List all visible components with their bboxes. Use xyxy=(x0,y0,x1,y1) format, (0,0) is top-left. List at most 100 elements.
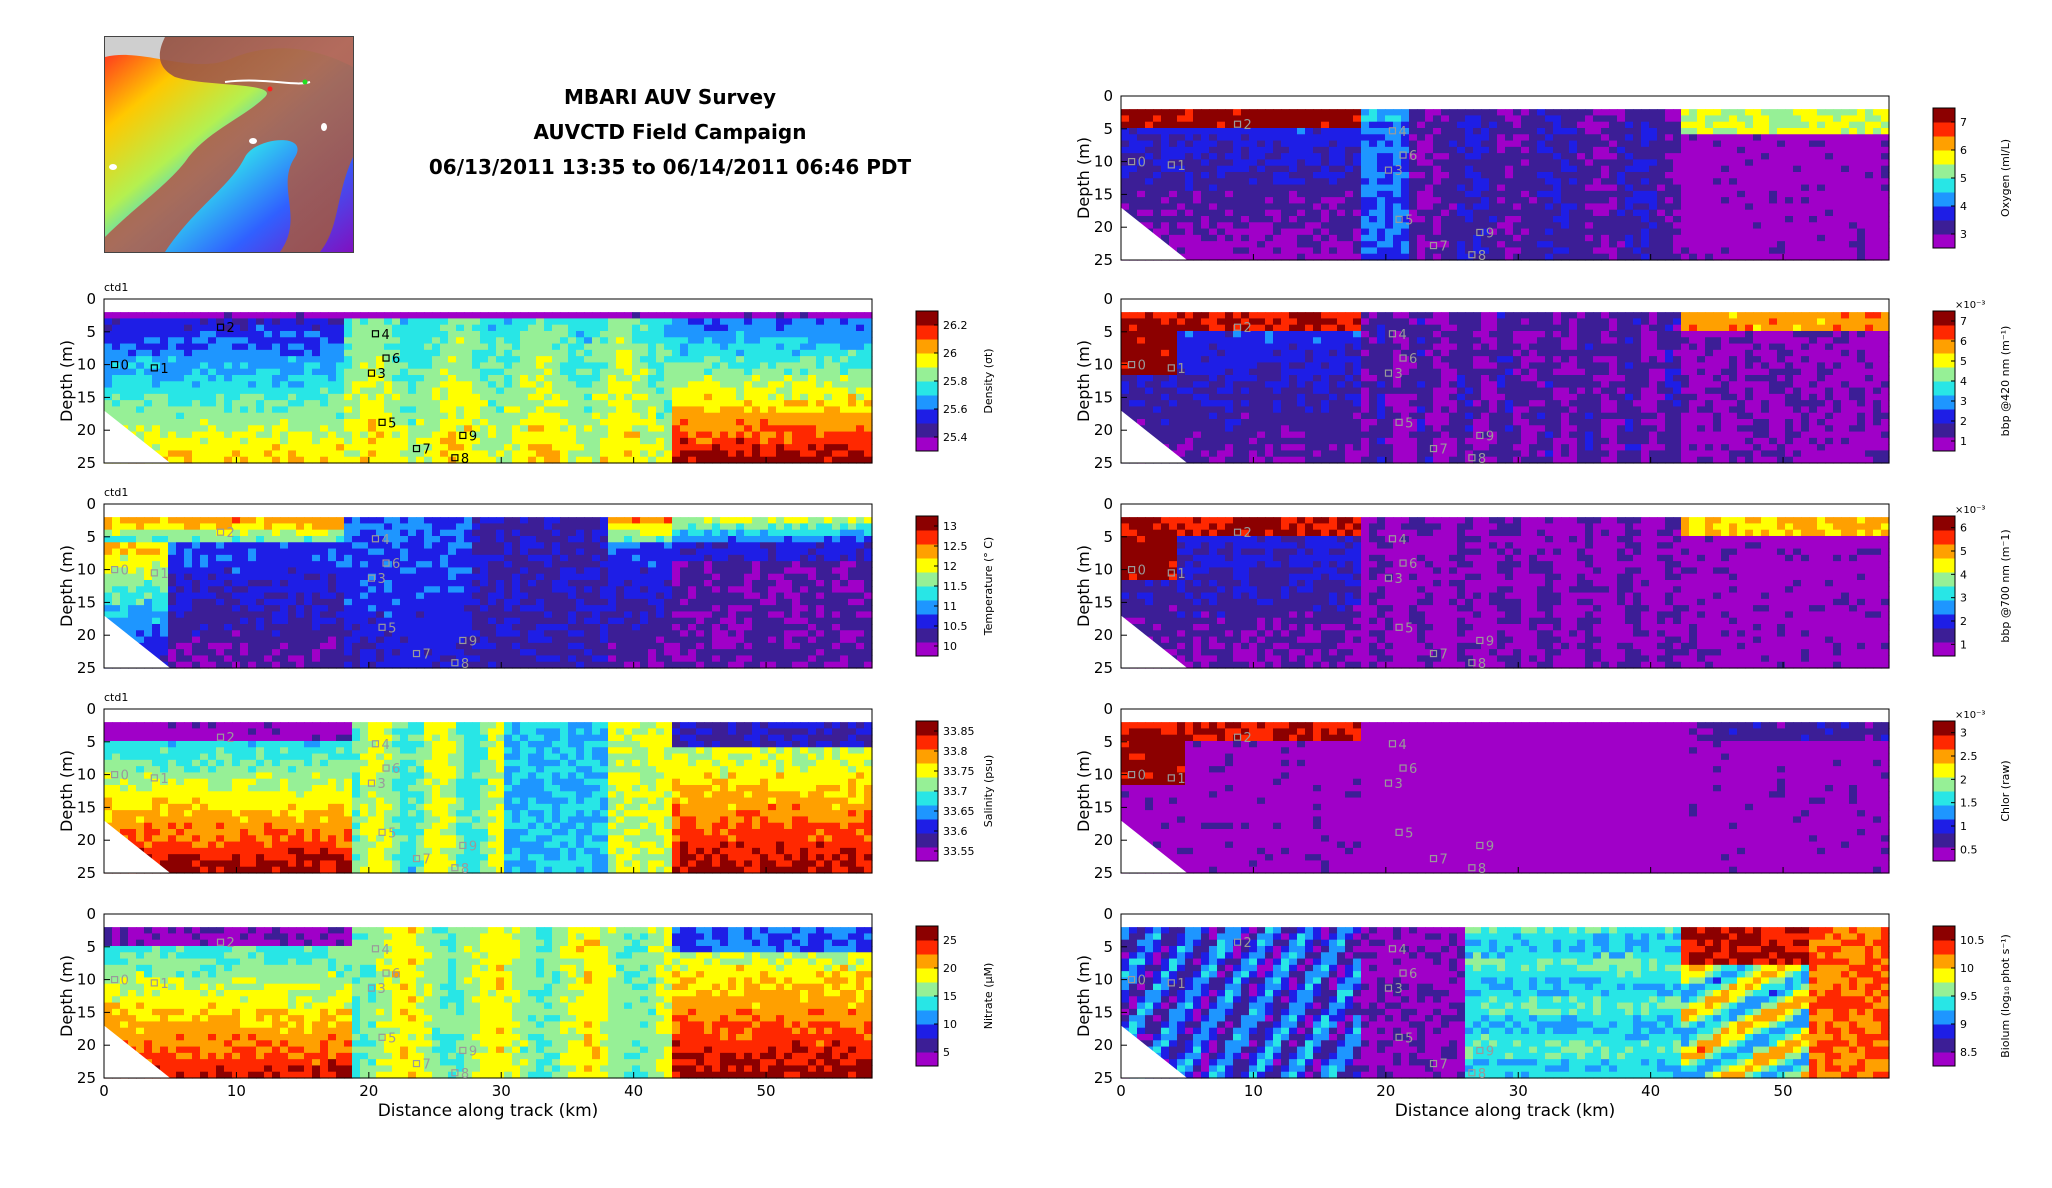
heatmap-cell xyxy=(176,835,185,843)
heatmap-cell xyxy=(568,655,577,663)
heatmap-cell xyxy=(624,349,633,357)
heatmap-cell xyxy=(648,349,657,357)
heatmap-cell xyxy=(200,374,209,382)
heatmap-cell xyxy=(232,598,241,606)
heatmap-cell xyxy=(208,561,217,569)
heatmap-cell xyxy=(824,623,833,631)
heatmap-cell xyxy=(560,343,569,351)
heatmap-cell xyxy=(184,387,193,395)
heatmap-cell xyxy=(560,393,569,401)
heatmap-cell xyxy=(224,450,233,458)
heatmap-cell xyxy=(768,381,777,389)
heatmap-cell xyxy=(488,318,497,326)
heatmap-cell xyxy=(272,529,281,537)
heatmap-cell xyxy=(808,605,817,613)
heatmap-cell xyxy=(632,381,641,389)
heatmap-cell xyxy=(464,444,473,452)
heatmap-cell xyxy=(256,312,265,320)
colorbar-segment xyxy=(916,409,938,424)
heatmap-cell xyxy=(240,617,249,625)
heatmap-cell xyxy=(288,418,297,426)
heatmap-cell xyxy=(768,548,777,556)
heatmap-cell xyxy=(112,535,121,543)
heatmap-cell xyxy=(376,529,385,537)
heatmap-cell xyxy=(360,437,369,445)
heatmap-cell xyxy=(816,586,825,594)
heatmap-cell xyxy=(824,418,833,426)
heatmap-cell xyxy=(536,431,545,439)
heatmap-cell xyxy=(376,356,385,364)
heatmap-cell xyxy=(336,523,345,531)
heatmap-cell xyxy=(384,617,393,625)
heatmap-cell xyxy=(456,374,465,382)
heatmap-cell xyxy=(384,374,393,382)
heatmap-cell xyxy=(584,368,593,376)
heatmap-cell xyxy=(696,337,705,345)
heatmap-cell xyxy=(408,393,417,401)
heatmap-cell xyxy=(584,523,593,531)
heatmap-cell xyxy=(384,661,393,669)
heatmap-cell xyxy=(280,437,289,445)
heatmap-cell xyxy=(408,605,417,613)
heatmap-cell xyxy=(672,312,681,320)
heatmap-cell xyxy=(496,330,505,338)
heatmap-cell xyxy=(264,554,273,562)
heatmap-cell xyxy=(656,400,665,408)
heatmap-cell xyxy=(528,374,537,382)
heatmap-cell xyxy=(728,605,737,613)
heatmap-cell xyxy=(264,362,273,370)
heatmap-cell xyxy=(688,349,697,357)
heatmap-cell xyxy=(320,623,329,631)
heatmap-cell xyxy=(248,437,257,445)
heatmap-cell xyxy=(760,330,769,338)
heatmap-cell xyxy=(544,362,553,370)
heatmap-cell xyxy=(176,330,185,338)
heatmap-cell xyxy=(664,368,673,376)
heatmap-cell xyxy=(112,797,121,805)
heatmap-cell xyxy=(640,542,649,550)
heatmap-cell xyxy=(832,605,841,613)
heatmap-cell xyxy=(136,784,145,792)
heatmap-cell xyxy=(224,586,233,594)
heatmap-cell xyxy=(704,598,713,606)
heatmap-cell xyxy=(264,374,273,382)
colorbar-tick-label: 12.5 xyxy=(943,540,968,553)
heatmap-cell xyxy=(120,312,129,320)
heatmap-cell xyxy=(344,444,353,452)
heatmap-cell xyxy=(712,418,721,426)
title-line-2: AUVCTD Field Campaign xyxy=(360,115,980,150)
heatmap-cell xyxy=(208,343,217,351)
heatmap-cell xyxy=(768,387,777,395)
heatmap-cell xyxy=(136,431,145,439)
heatmap-cell xyxy=(776,592,785,600)
heatmap-cell xyxy=(512,636,521,644)
heatmap-cell xyxy=(784,349,793,357)
heatmap-cell xyxy=(424,444,433,452)
heatmap-cell xyxy=(144,400,153,408)
heatmap-cell xyxy=(152,330,161,338)
heatmap-cell xyxy=(240,567,249,575)
heatmap-cell xyxy=(128,778,137,786)
heatmap-cell xyxy=(648,343,657,351)
heatmap-cell xyxy=(544,523,553,531)
heatmap-cell xyxy=(704,573,713,581)
heatmap-cell xyxy=(504,573,513,581)
heatmap-cell xyxy=(304,579,313,587)
heatmap-cell xyxy=(864,406,873,414)
heatmap-cell xyxy=(640,529,649,537)
heatmap-cell xyxy=(616,561,625,569)
heatmap-cell xyxy=(664,337,673,345)
heatmap-cell xyxy=(112,810,121,818)
heatmap-cell xyxy=(512,529,521,537)
heatmap-cell xyxy=(352,517,361,525)
waypoint-label: 7 xyxy=(422,443,430,458)
heatmap-cell xyxy=(240,573,249,581)
heatmap-cell xyxy=(680,642,689,650)
heatmap-cell xyxy=(400,592,409,600)
heatmap-cell xyxy=(536,529,545,537)
heatmap-cell xyxy=(232,592,241,600)
heatmap-cell xyxy=(560,400,569,408)
heatmap-cell xyxy=(216,573,225,581)
heatmap-cell xyxy=(376,374,385,382)
heatmap-cell xyxy=(320,630,329,638)
